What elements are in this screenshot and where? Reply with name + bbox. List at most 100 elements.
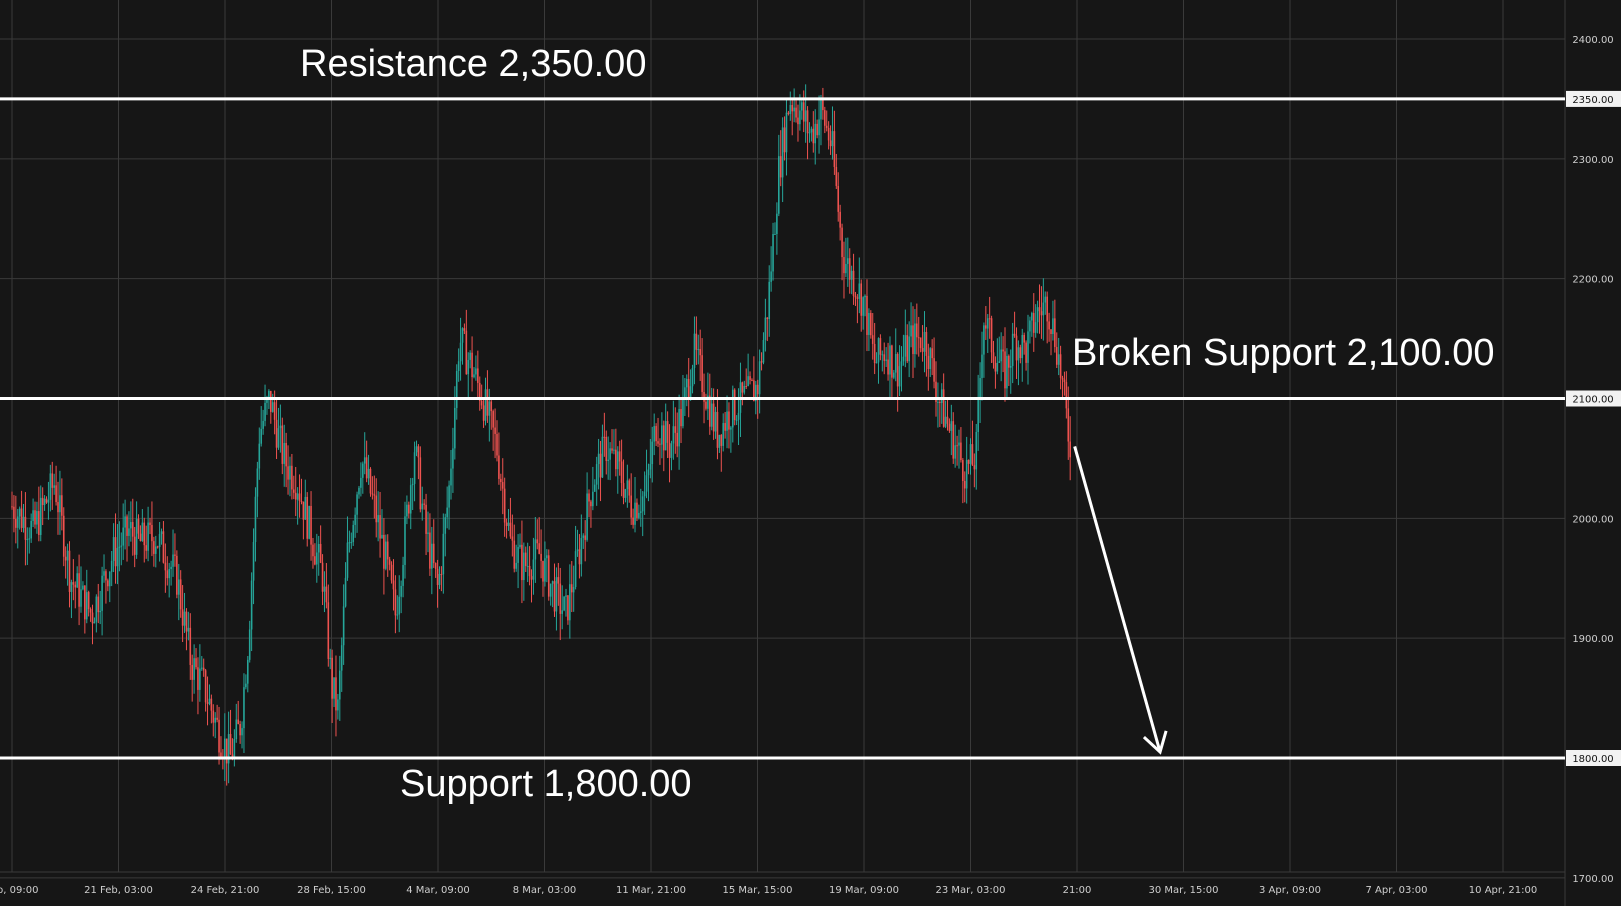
candle-body [156, 546, 159, 548]
candle-body [126, 516, 128, 536]
candle-body [919, 337, 922, 348]
candle-body [254, 496, 257, 543]
candle-body [661, 425, 663, 445]
candle-body [875, 362, 878, 364]
candle-body [593, 484, 596, 492]
candle-body [779, 156, 782, 178]
candle-body [114, 537, 117, 567]
candle-body [584, 535, 586, 540]
x-tick-label: 21:00 [1063, 885, 1092, 896]
candle-body [944, 416, 947, 427]
candle-body [831, 131, 834, 147]
candle-body [264, 402, 266, 421]
candle-body [342, 606, 345, 646]
candle-body [962, 460, 964, 481]
candle-body [900, 361, 903, 367]
candle-body [607, 459, 609, 461]
candle-body [66, 550, 69, 561]
candle-body [958, 442, 960, 446]
candle-body [1063, 379, 1066, 383]
candle-body [429, 532, 431, 569]
candle-body [170, 566, 172, 570]
candle-body [839, 211, 841, 228]
candle-body [316, 552, 318, 565]
candle-body [722, 423, 725, 446]
candle-body [517, 547, 519, 563]
candle-body [1036, 307, 1039, 323]
candle-body [256, 468, 259, 497]
candle-body [218, 719, 220, 753]
candle-body [741, 382, 744, 393]
x-tick-label: 8 Mar, 03:00 [513, 885, 577, 896]
candle-body [423, 503, 425, 505]
candle-body [687, 378, 690, 398]
candle-body [898, 366, 901, 387]
candle-body [590, 501, 592, 507]
candle-body [524, 552, 527, 567]
candle-body [950, 421, 953, 431]
candle-body [486, 389, 489, 416]
candle-body [963, 480, 966, 489]
candle-body [751, 379, 753, 381]
candle-body [89, 609, 92, 613]
candle-body [32, 510, 34, 521]
candle-body [26, 539, 29, 541]
y-tick-label: 2300.00 [1572, 155, 1613, 166]
candle-body [737, 412, 740, 420]
candle-body [595, 464, 598, 485]
candle-body [799, 110, 801, 125]
candle-body [624, 489, 627, 498]
candle-body [622, 483, 625, 498]
candle-body [586, 493, 588, 540]
candle-body [1038, 307, 1041, 312]
candle-body [492, 411, 494, 428]
candle-body [647, 469, 650, 476]
candle-body [994, 362, 997, 372]
candle-body [160, 531, 163, 535]
x-tick-label: 4 Mar, 09:00 [406, 885, 470, 896]
candle-body [39, 497, 42, 535]
candle-body [841, 227, 843, 258]
candle-body [609, 448, 611, 460]
candle-body [206, 702, 209, 704]
candle-body [726, 411, 728, 431]
candle-body [246, 659, 249, 684]
candle-body [1004, 351, 1006, 389]
candle-body [204, 670, 207, 703]
candle-body [816, 123, 818, 136]
candle-body [78, 573, 80, 607]
candle-body [699, 349, 702, 356]
candle-body [743, 385, 746, 393]
candle-body [260, 428, 263, 444]
candle-body [829, 140, 832, 147]
candle-body [84, 585, 86, 620]
candle-body [977, 398, 979, 433]
candle-body [130, 522, 132, 529]
candle-body [785, 112, 788, 153]
candle-body [269, 390, 272, 412]
candle-body [450, 468, 452, 486]
candle-body [105, 571, 107, 581]
candle-body [36, 511, 38, 525]
x-tick-label: 3 Apr, 09:00 [1259, 885, 1321, 896]
candle-body [534, 539, 537, 560]
candle-body [427, 532, 429, 534]
candle-body [415, 446, 418, 453]
candle-body [818, 119, 820, 136]
candle-body [703, 391, 705, 402]
candle-body [822, 100, 824, 111]
candle-body [1000, 349, 1002, 362]
candle-body [38, 511, 40, 535]
candle-body [191, 664, 193, 680]
candle-body [101, 575, 103, 611]
candle-body [28, 538, 31, 540]
x-tick-label: 23 Mar, 03:00 [936, 885, 1006, 896]
candle-body [189, 627, 192, 665]
candle-body [712, 403, 715, 432]
y-tick-label: 1900.00 [1572, 634, 1613, 645]
candle-body [852, 270, 855, 296]
candle-body [538, 543, 540, 554]
candle-body [902, 356, 905, 362]
candle-body [413, 452, 416, 484]
